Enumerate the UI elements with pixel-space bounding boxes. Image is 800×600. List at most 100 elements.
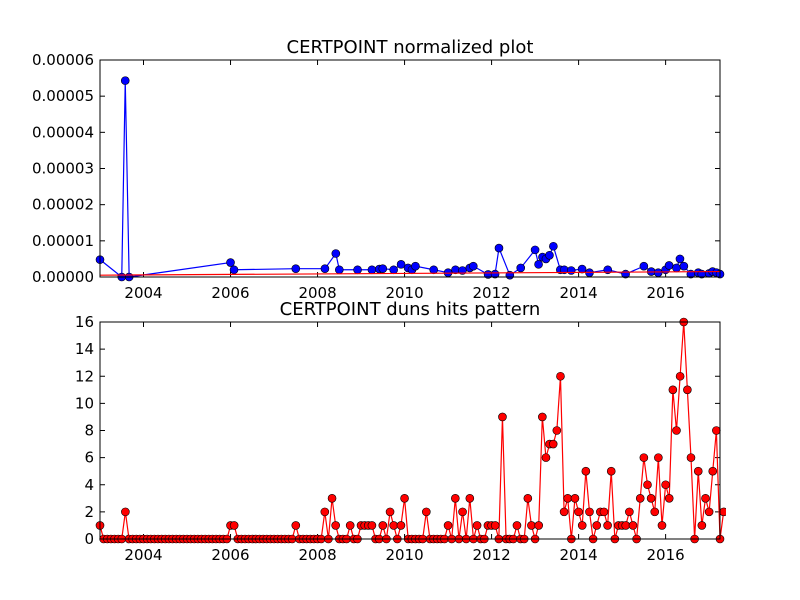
data-point: [472, 521, 482, 530]
data-point: [494, 243, 504, 253]
data-point: [585, 507, 594, 517]
data-point: [548, 439, 558, 449]
x-tick-label: 2004: [124, 546, 162, 564]
data-point: [229, 521, 239, 530]
y-tick-label: 4: [84, 476, 94, 494]
y-tick-label: 0.00001: [32, 232, 94, 250]
x-tick-label: 2006: [211, 546, 249, 564]
data-point: [353, 265, 362, 275]
chart-title: CERTPOINT duns hits pattern: [280, 299, 541, 320]
duns-hits-plot: CERTPOINT duns hits pattern 2004 2006 2008…: [75, 299, 726, 564]
data-point: [577, 521, 587, 530]
data-point: [320, 264, 330, 273]
x-tick-label: 2016: [647, 546, 685, 564]
chart-title: CERTPOINT normalized plot: [287, 37, 534, 58]
x-tick-label: 2016: [647, 284, 685, 302]
data-point: [291, 521, 301, 530]
data-point: [512, 521, 522, 530]
data-point: [712, 426, 721, 435]
data-point: [291, 264, 301, 273]
y-tick-label: 8: [84, 422, 94, 440]
plot-area: [100, 322, 720, 539]
y-tick-label: 12: [75, 367, 94, 385]
data-point: [639, 261, 649, 271]
plot-area: [100, 60, 720, 277]
y-tick-label: 0.00004: [32, 123, 94, 141]
data-point: [704, 507, 714, 517]
data-point: [490, 521, 500, 530]
data-point: [581, 466, 591, 476]
y-tick-label: 0.00002: [32, 196, 94, 214]
data-point: [574, 507, 583, 517]
data-point: [679, 261, 689, 271]
data-point: [625, 507, 634, 517]
data-point: [653, 268, 663, 277]
data-point: [458, 507, 467, 517]
x-tick-label: 2010: [385, 546, 423, 564]
y-tick-label: 0: [84, 530, 94, 548]
data-point: [635, 494, 645, 503]
data-point: [628, 521, 638, 530]
y-axis: 0.00000 0.00001 0.00002 0.00003 0.00004 0.000…: [32, 51, 720, 286]
data-point: [668, 385, 678, 395]
data-point: [345, 521, 355, 530]
data-point: [429, 265, 439, 275]
y-tick-label: 0.00000: [32, 268, 94, 286]
x-tick-label: 2012: [472, 284, 510, 302]
data-point: [396, 260, 406, 269]
data-point: [563, 494, 573, 503]
y-tick-label: 0.00005: [32, 87, 94, 105]
data-point: [545, 251, 554, 260]
data-point: [646, 494, 656, 503]
data-point: [570, 494, 580, 503]
data-point: [378, 264, 388, 273]
data-point: [229, 265, 239, 275]
data-point: [465, 494, 475, 503]
x-tick-label: 2008: [298, 284, 336, 302]
data-point: [451, 494, 460, 503]
y-tick-label: 16: [75, 313, 94, 331]
data-point: [396, 521, 406, 530]
data-point: [331, 521, 340, 530]
y-tick-label: 0.00006: [32, 51, 94, 69]
data-point: [443, 521, 453, 530]
data-point: [334, 265, 344, 275]
data-point: [552, 426, 562, 435]
data-point: [654, 453, 663, 462]
data-point: [523, 494, 533, 503]
data-point: [686, 453, 696, 462]
data-point: [320, 507, 330, 517]
data-point: [498, 412, 507, 422]
data-point: [675, 254, 685, 264]
x-tick-label: 2006: [211, 284, 249, 302]
x-axis: 2004 2006 2008 2010 2012 2014 2016: [124, 60, 685, 302]
data-point: [592, 521, 602, 530]
data-point: [367, 265, 377, 275]
data-point: [516, 263, 526, 273]
data-point: [378, 521, 388, 530]
data-point: [577, 264, 587, 274]
series-line: [99, 270, 721, 276]
data-point: [566, 266, 576, 275]
data-point: [683, 385, 692, 395]
data-point: [120, 76, 130, 85]
data-point: [385, 507, 395, 517]
data-point: [541, 453, 551, 462]
data-point: [697, 521, 707, 530]
data-point: [331, 249, 341, 258]
data-point: [422, 507, 431, 517]
data-point: [657, 521, 667, 530]
data-point: [672, 263, 681, 273]
data-point: [606, 466, 616, 476]
data-point: [621, 521, 631, 530]
data-point: [701, 494, 710, 503]
data-point: [650, 507, 660, 517]
data-point: [664, 261, 674, 270]
data-point: [121, 507, 130, 517]
data-point: [708, 466, 718, 476]
data-point: [556, 371, 565, 381]
y-tick-label: 14: [75, 340, 94, 358]
data-point: [411, 261, 420, 271]
data-point: [643, 480, 652, 490]
